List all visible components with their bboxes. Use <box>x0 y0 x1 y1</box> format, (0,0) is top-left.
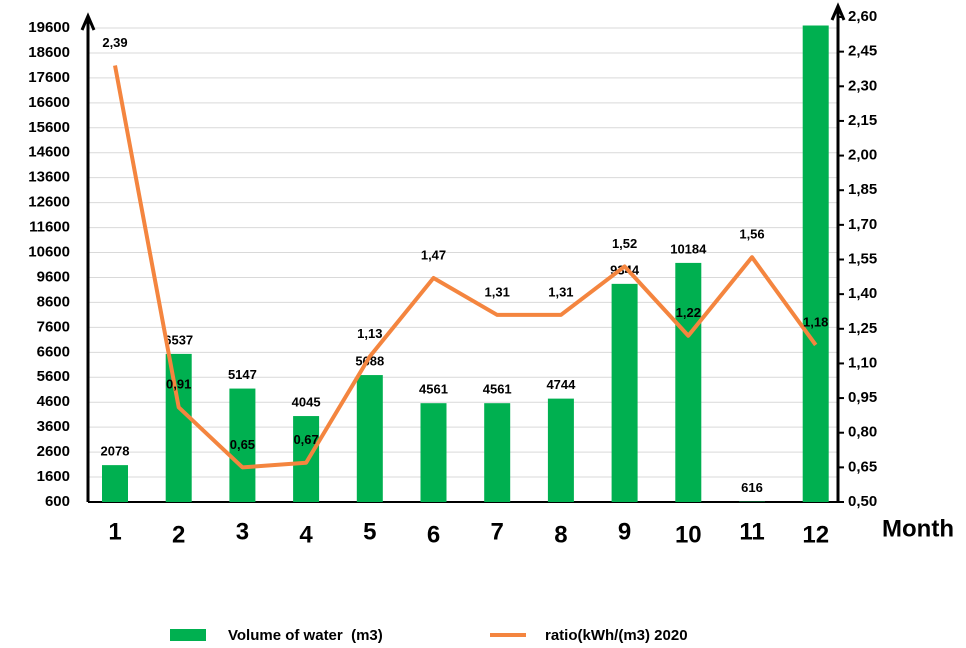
x-tick-label: 10 <box>675 521 702 548</box>
y-axis-arrow <box>80 12 96 31</box>
y2-tick-label: 2,15 <box>848 112 877 129</box>
y-tick-label: 4600 <box>37 393 70 410</box>
data-label: 0,67 <box>293 432 318 447</box>
bar <box>356 375 383 502</box>
y-tick-label: 13600 <box>28 169 70 186</box>
bar <box>165 353 192 502</box>
data-label: 4561 <box>419 382 448 397</box>
y2-tick-label: 2,45 <box>848 43 877 60</box>
data-label: 1,31 <box>548 284 573 299</box>
data-label: 0,91 <box>166 377 191 392</box>
data-label: 10184 <box>670 241 707 256</box>
y-tick-label: 7600 <box>37 318 70 335</box>
x-tick-label: 2 <box>172 521 185 548</box>
x-tick-label: 5 <box>363 518 376 545</box>
y2-tick-label: 1,85 <box>848 181 877 198</box>
y2-tick-label: 2,60 <box>848 8 877 25</box>
y-tick-label: 18600 <box>28 44 70 61</box>
x-tick-label: 3 <box>236 518 249 545</box>
y2-tick-label: 1,70 <box>848 216 877 233</box>
data-label: 1,47 <box>421 247 446 262</box>
x-tick-label: 4 <box>299 521 313 548</box>
y-tick-label: 15600 <box>28 119 70 136</box>
bar <box>484 403 511 502</box>
y-tick-label: 6600 <box>37 343 70 360</box>
y-tick-label: 10600 <box>28 243 70 260</box>
y-tick-label: 11600 <box>29 219 70 236</box>
legend-label: Volume of water (m3) <box>228 627 383 644</box>
y2-tick-label: 1,25 <box>848 320 877 337</box>
y2-tick-label: 0,95 <box>848 389 877 406</box>
y-tick-label: 8600 <box>37 293 70 310</box>
bar <box>675 262 702 502</box>
x-tick-label: 1 <box>108 518 121 545</box>
x-tick-label: 11 <box>739 518 764 545</box>
line <box>113 65 818 470</box>
y2-tick-label: 1,10 <box>848 354 877 371</box>
data-label: 1,52 <box>612 236 637 251</box>
x-tick-label: 6 <box>427 521 440 548</box>
data-label: 2078 <box>101 444 130 459</box>
legend-swatch <box>170 629 206 641</box>
data-label: 4045 <box>292 394 321 409</box>
y2-tick-label: 0,65 <box>848 458 877 475</box>
x-tick-label: 9 <box>618 518 631 545</box>
bar <box>420 403 447 502</box>
x-tick-label: 8 <box>554 521 567 548</box>
data-label: 4744 <box>546 377 576 392</box>
bar <box>229 388 256 502</box>
y-tick-label: 5600 <box>37 368 70 385</box>
bar <box>611 283 638 502</box>
bar <box>802 25 829 503</box>
y-tick-label: 1600 <box>37 468 70 485</box>
data-label: 1,18 <box>803 314 828 329</box>
y-tick-label: 12600 <box>28 194 70 211</box>
y2-axis-arrow <box>830 2 846 21</box>
y2-tick-label: 0,80 <box>848 424 877 441</box>
bar <box>102 465 128 502</box>
data-label: 6537 <box>164 332 193 347</box>
data-label: 1,56 <box>739 227 764 242</box>
y-tick-label: 17600 <box>28 69 70 86</box>
y-tick-label: 600 <box>45 493 70 510</box>
y-tick-label: 14600 <box>28 144 70 161</box>
y-tick-label: 16600 <box>28 94 70 111</box>
data-label: 2,39 <box>102 35 127 50</box>
data-label: 616 <box>741 480 763 495</box>
y-tick-label: 2600 <box>37 443 70 460</box>
data-label: 1,22 <box>676 305 701 320</box>
data-label: 0,65 <box>230 437 255 452</box>
bar <box>547 398 574 502</box>
data-label: 4561 <box>483 382 512 397</box>
x-axis-label: Month <box>882 515 954 542</box>
data-label: 5147 <box>228 367 257 382</box>
legend-label: ratio(kWh/(m3) 2020 <box>545 627 688 644</box>
data-label: 1,31 <box>485 284 510 299</box>
y2-tick-label: 2,30 <box>848 77 877 94</box>
y-tick-label: 9600 <box>37 268 70 285</box>
y-tick-label: 19600 <box>28 19 70 36</box>
y2-tick-label: 1,40 <box>848 285 877 302</box>
x-tick-label: 7 <box>491 518 504 545</box>
y-tick-label: 3600 <box>37 418 70 435</box>
x-tick-label: 12 <box>802 521 829 548</box>
y2-tick-label: 0,50 <box>848 493 877 510</box>
data-label: 1,13 <box>357 326 382 341</box>
y2-tick-label: 2,00 <box>848 147 877 164</box>
y2-tick-label: 1,55 <box>848 250 877 267</box>
